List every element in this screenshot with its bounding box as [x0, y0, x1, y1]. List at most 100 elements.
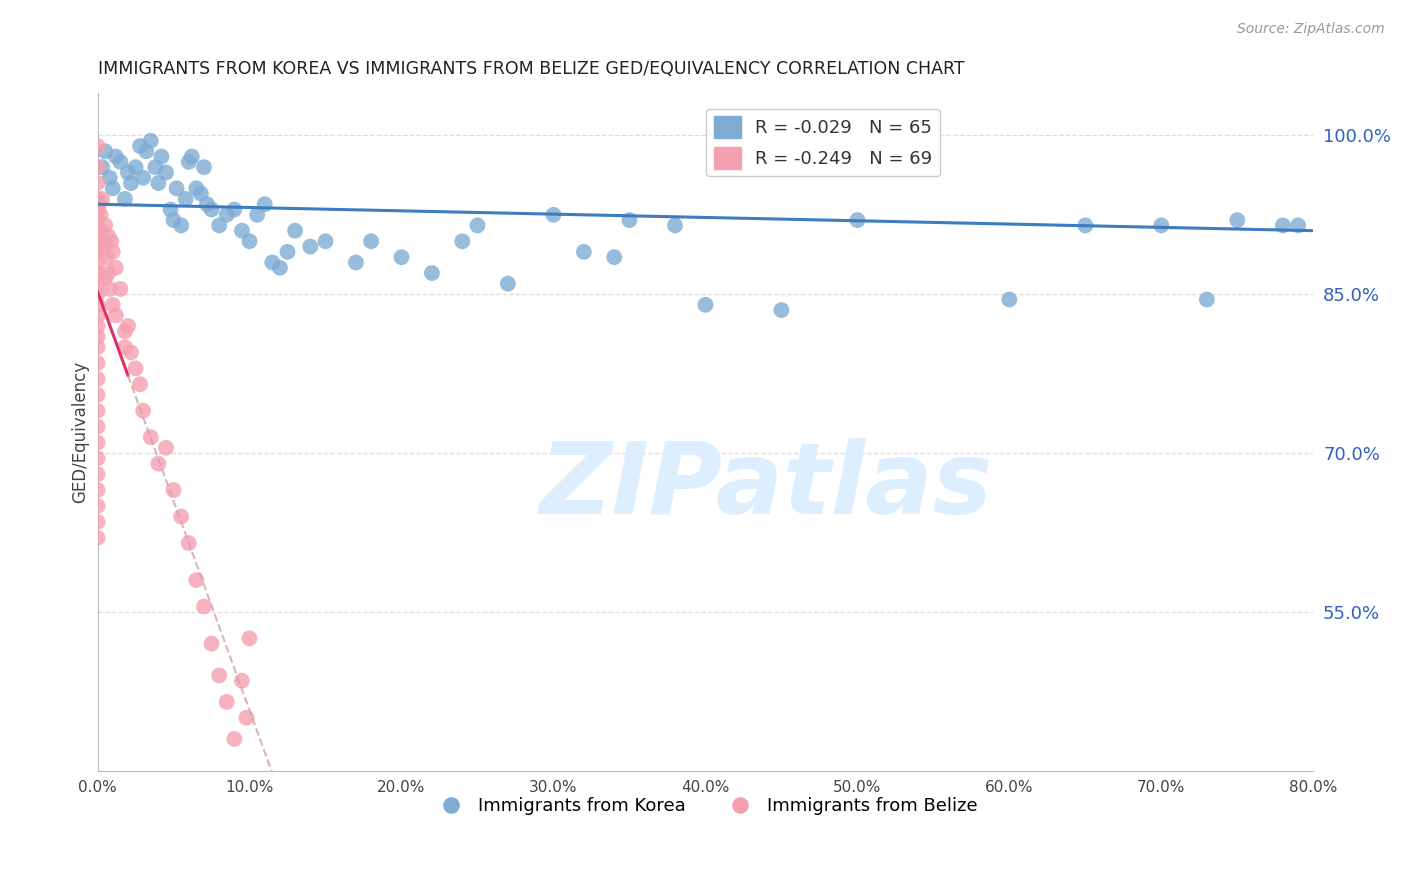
Point [86, 202, 108, 217]
Point [94, 145, 117, 159]
Point [231, 673, 253, 688]
Legend: Immigrants from Korea, Immigrants from Belize: Immigrants from Korea, Immigrants from B… [426, 790, 986, 822]
Point [174, 192, 197, 206]
Point [110, 154, 132, 169]
Point [299, 239, 322, 253]
Point [94, 219, 117, 233]
Point [543, 208, 565, 222]
Point [193, 160, 215, 174]
Y-axis label: GED/Equivalency: GED/Equivalency [72, 360, 89, 503]
Point [86, 340, 108, 354]
Point [177, 536, 200, 550]
Point [224, 731, 246, 746]
Text: Source: ZipAtlas.com: Source: ZipAtlas.com [1237, 22, 1385, 37]
Point [124, 160, 146, 174]
Point [86, 224, 108, 238]
Point [155, 441, 177, 455]
Point [148, 457, 170, 471]
Point [224, 202, 246, 217]
Text: ZIPatlas: ZIPatlas [540, 438, 993, 534]
Point [86, 234, 108, 248]
Point [90, 224, 112, 238]
Point [451, 234, 474, 248]
Point [139, 134, 162, 148]
Point [86, 388, 108, 402]
Point [186, 181, 208, 195]
Point [101, 298, 124, 312]
Point [170, 219, 193, 233]
Point [572, 244, 595, 259]
Point [148, 176, 170, 190]
Point [86, 403, 108, 417]
Point [195, 197, 218, 211]
Point [117, 318, 139, 333]
Point [262, 255, 284, 269]
Point [208, 219, 231, 233]
Point [91, 160, 114, 174]
Point [86, 255, 108, 269]
Point [101, 181, 124, 195]
Point [120, 176, 142, 190]
Point [496, 277, 519, 291]
Point [86, 435, 108, 450]
Point [190, 186, 212, 201]
Point [114, 324, 136, 338]
Point [86, 499, 108, 513]
Point [90, 208, 112, 222]
Point [231, 224, 253, 238]
Point [86, 277, 108, 291]
Point [235, 711, 257, 725]
Point [1074, 219, 1097, 233]
Point [1150, 219, 1173, 233]
Point [86, 139, 108, 153]
Point [180, 150, 202, 164]
Point [208, 668, 231, 682]
Point [114, 340, 136, 354]
Point [170, 509, 193, 524]
Point [155, 165, 177, 179]
Point [1271, 219, 1294, 233]
Point [467, 219, 489, 233]
Point [91, 192, 114, 206]
Point [315, 234, 337, 248]
Point [177, 154, 200, 169]
Point [238, 632, 260, 646]
Point [117, 165, 139, 179]
Point [150, 150, 173, 164]
Point [86, 419, 108, 434]
Point [603, 250, 626, 264]
Text: IMMIGRANTS FROM KOREA VS IMMIGRANTS FROM BELIZE GED/EQUIVALENCY CORRELATION CHAR: IMMIGRANTS FROM KOREA VS IMMIGRANTS FROM… [97, 60, 965, 78]
Point [998, 293, 1021, 307]
Point [93, 239, 115, 253]
Point [129, 139, 152, 153]
Point [104, 309, 127, 323]
Point [86, 309, 108, 323]
Point [97, 229, 120, 244]
Point [162, 213, 184, 227]
Point [132, 403, 155, 417]
Point [86, 467, 108, 482]
Point [86, 515, 108, 529]
Point [104, 260, 127, 275]
Point [86, 287, 108, 301]
Point [770, 303, 793, 318]
Point [86, 318, 108, 333]
Point [186, 573, 208, 587]
Point [86, 160, 108, 174]
Point [101, 244, 124, 259]
Point [86, 298, 108, 312]
Point [420, 266, 443, 280]
Point [86, 329, 108, 343]
Point [110, 282, 132, 296]
Point [94, 271, 117, 285]
Point [124, 361, 146, 376]
Point [86, 531, 108, 545]
Point [246, 208, 269, 222]
Point [159, 202, 181, 217]
Point [162, 483, 184, 497]
Point [695, 298, 717, 312]
Point [129, 377, 152, 392]
Point [98, 282, 121, 296]
Point [215, 695, 238, 709]
Point [200, 637, 222, 651]
